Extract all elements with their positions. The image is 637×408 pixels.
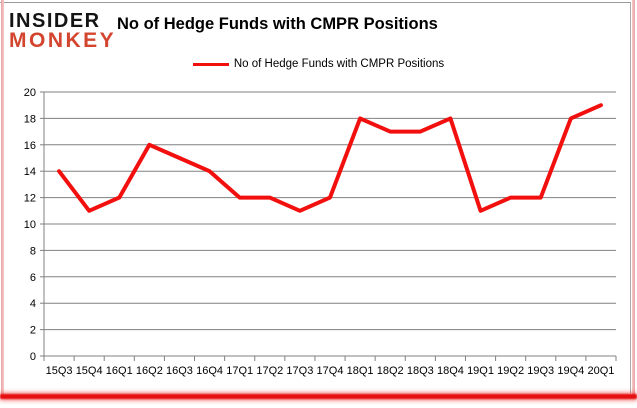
- x-tick-label: 16Q2: [136, 365, 163, 377]
- page-title: No of Hedge Funds with CMPR Positions: [117, 15, 438, 33]
- page-border-left: [1, 0, 4, 396]
- x-tick-label: 16Q1: [106, 365, 133, 377]
- x-tick-label: 15Q3: [46, 365, 73, 377]
- y-tick-label: 16: [24, 140, 36, 152]
- y-tick-label: 2: [30, 325, 36, 337]
- page-border-right: [632, 0, 635, 396]
- y-tick-label: 20: [24, 87, 36, 99]
- x-tick-label: 19Q4: [557, 365, 584, 377]
- chart-legend: No of Hedge Funds with CMPR Positions: [0, 58, 637, 70]
- x-tick-label: 19Q2: [497, 365, 524, 377]
- y-tick-label: 0: [30, 351, 36, 363]
- y-tick-label: 14: [24, 166, 36, 178]
- y-tick-label: 12: [24, 193, 36, 205]
- x-tick-label: 15Q4: [76, 365, 103, 377]
- insider-monkey-logo: INSIDER MONKEY: [9, 11, 116, 51]
- y-tick-label: 4: [30, 298, 36, 310]
- logo-line-monkey: MONKEY: [9, 29, 117, 52]
- x-tick-label: 18Q3: [407, 365, 434, 377]
- x-tick-label: 18Q2: [377, 365, 404, 377]
- y-tick-label: 18: [24, 113, 36, 125]
- x-tick-label: 18Q4: [437, 365, 464, 377]
- x-tick-label: 17Q1: [226, 365, 253, 377]
- logo-line-insider: INSIDER: [9, 10, 101, 32]
- x-tick-label: 19Q1: [467, 365, 494, 377]
- x-tick-label: 17Q2: [256, 365, 283, 377]
- bottom-red-glow-bar: [0, 394, 637, 399]
- y-tick-label: 6: [30, 272, 36, 284]
- y-tick-label: 10: [24, 219, 36, 231]
- x-tick-label: 16Q3: [166, 365, 193, 377]
- x-tick-label: 19Q3: [527, 365, 554, 377]
- series-line-hedge-funds: [57, 103, 603, 213]
- legend-label: No of Hedge Funds with CMPR Positions: [233, 58, 445, 70]
- x-tick-label: 17Q4: [317, 365, 344, 377]
- x-tick-label: 18Q1: [347, 365, 374, 377]
- legend-line-sample-icon: [192, 62, 229, 66]
- x-tick-label: 16Q4: [196, 365, 223, 377]
- x-tick-label: 20Q1: [587, 365, 614, 377]
- y-tick-label: 8: [30, 245, 36, 257]
- x-tick-label: 17Q3: [286, 365, 313, 377]
- chart-area-frame: [0, 2, 631, 393]
